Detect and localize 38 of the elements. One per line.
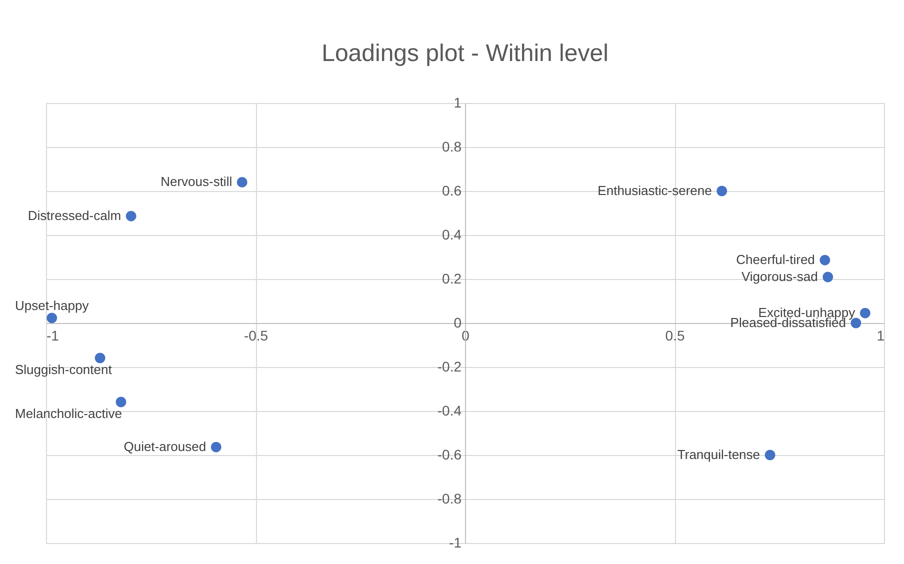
y-tick-label: -0.2 [437,358,462,374]
annotation: Tranquil-tense [677,447,760,462]
x-tick-label: -0.5 [244,328,268,344]
point [126,210,136,222]
x-tick-label: 1 [876,328,885,344]
annotation: Cheerful-tired [736,252,815,268]
point [94,352,106,364]
y-tick-label: -0.6 [437,446,462,462]
annotation: Quiet-aroused [124,439,206,454]
y-tick-label: 0.6 [442,182,462,198]
annotation: Nervous-still [160,174,232,190]
point [236,176,248,188]
y-tick-label: -1 [449,534,462,550]
point [46,312,58,324]
point [716,186,728,196]
point [822,272,834,282]
y-tick-label: 0 [454,314,462,330]
y-tick-label: 0.4 [442,226,462,242]
annotation: Excited-unhappy [758,305,856,320]
annotation: Melancholic-active [15,406,122,421]
point [860,308,870,318]
annotation: Enthusiastic-serene [598,183,712,198]
y-tick-label: 1 [454,94,462,110]
annotation: Vigorous-sad [741,269,818,284]
point [764,450,776,460]
annotation: Upset-happy [15,298,90,313]
point [116,396,126,408]
y-tick-label: -0.8 [437,490,462,506]
y-tick-label: 0.8 [442,138,462,154]
x-tick-label: 0.5 [665,328,685,344]
point [820,254,830,266]
x-tick-label: -1 [46,328,60,344]
y-tick-label: -0.4 [437,402,462,418]
point [210,442,222,452]
y-tick-label: 0.2 [442,270,462,286]
annotation: Sluggish-content [15,362,112,377]
annotation: Distressed-calm [28,208,122,224]
chart-title: Loadings plot - Within level [322,40,608,67]
